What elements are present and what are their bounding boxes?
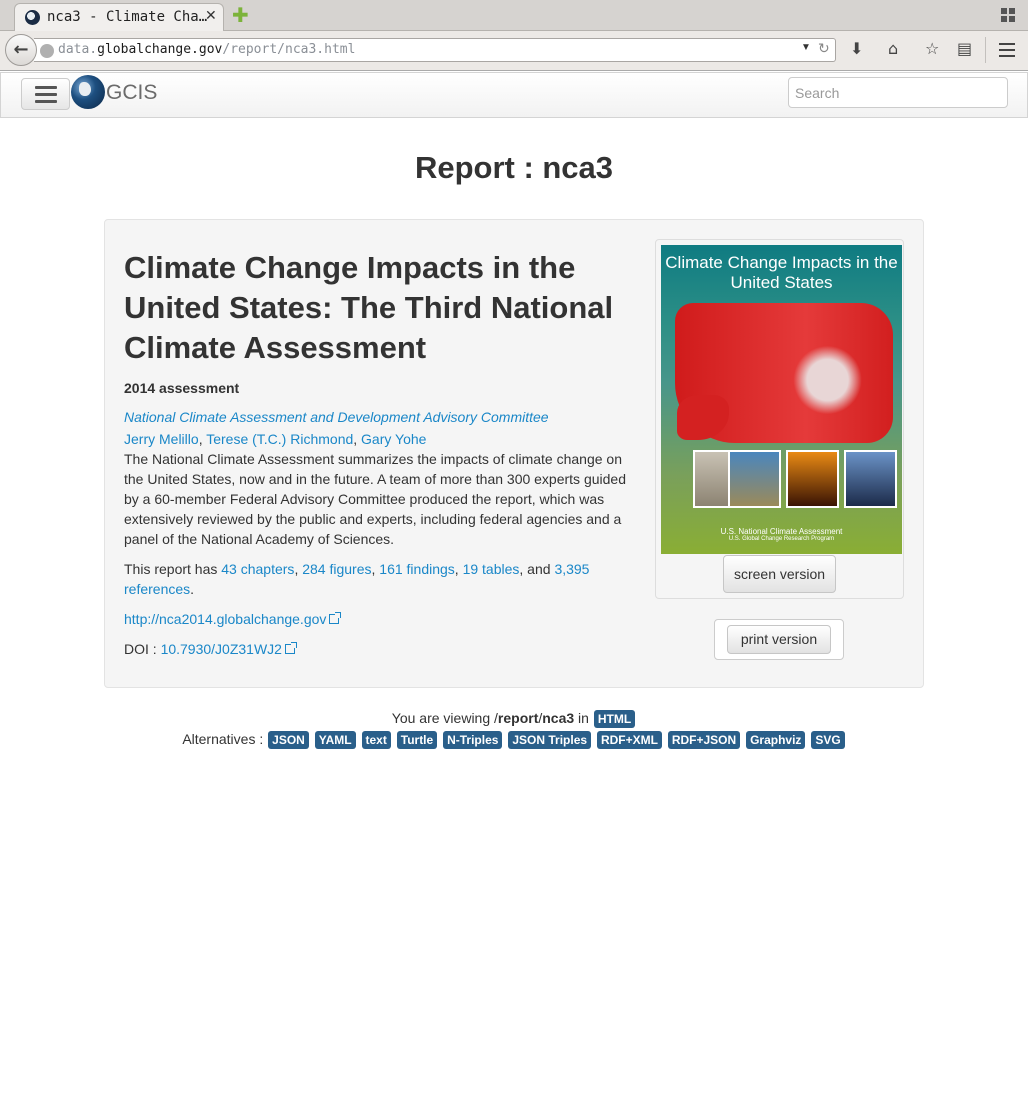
bookmark-star-icon[interactable]: ☆ [925,39,940,58]
toolbar-separator [985,37,986,63]
format-badge-svg[interactable]: SVG [811,731,845,749]
cover-photo-energy [728,450,781,508]
website-link[interactable]: http://nca2014.globalchange.gov [124,611,327,627]
doi-line: DOI : 10.7930/J0Z31WJ2 [124,639,644,659]
doi-link[interactable]: 10.7930/J0Z31WJ2 [160,641,282,657]
organization-link[interactable]: National Climate Assessment and Developm… [124,409,549,425]
cover-photo-solar [844,450,897,508]
format-badge-yaml[interactable]: YAML [314,731,356,749]
references-link[interactable]: 3,395 references [124,561,590,597]
site-logo-text[interactable]: GCIS [106,81,158,104]
screen-version-button[interactable]: screen version [723,555,836,593]
format-badge-turtle[interactable]: Turtle [396,731,438,749]
report-title: Climate Change Impacts in the United Sta… [124,250,614,365]
home-icon[interactable]: ⌂ [888,39,899,58]
report-cover-image[interactable]: Climate Change Impacts in the United Sta… [661,245,902,554]
browser-tab[interactable]: nca3 - Climate Cha… ✕ [14,3,224,31]
cover-thumbnail: Climate Change Impacts in the United Sta… [655,239,904,599]
format-badge-graphviz[interactable]: Graphviz [746,731,806,749]
report-summary: The National Climate Assessment summariz… [124,451,626,547]
author-link[interactable]: Terese (T.C.) Richmond [206,431,354,447]
close-tab-icon[interactable]: ✕ [205,8,217,24]
reload-icon[interactable]: ↻ [818,41,830,57]
external-link-icon [284,642,297,654]
format-badge-ntriples[interactable]: N-Triples [443,731,503,749]
site-navbar: GCIS [0,72,1028,118]
cover-footer: U.S. National Climate Assessment U.S. Glo… [720,527,843,542]
figures-link[interactable]: 284 figures [302,561,372,577]
website-line: http://nca2014.globalchange.gov [124,609,644,629]
new-tab-plus-icon[interactable]: ✚ [232,3,249,27]
author-link[interactable]: Gary Yohe [361,431,427,447]
assessment-label: 2014 assessment [124,380,240,396]
findings-link[interactable]: 161 findings [379,561,455,577]
report-counts: This report has 43 chapters, 284 figures… [124,561,590,597]
report-panel: Climate Change Impacts in the United Sta… [104,219,924,688]
url-history-dropdown-icon[interactable]: ▼ [801,42,811,53]
format-badge-current: HTML [593,710,636,728]
tab-title: nca3 - Climate Cha… [47,9,208,25]
authors-line: Jerry Melillo, Terese (T.C.) Richmond, G… [124,431,427,447]
url-bar[interactable]: data.globalchange.gov/report/nca3.html ▼… [34,38,836,62]
site-identity-icon[interactable] [40,44,54,58]
print-version-container: print version [714,619,844,660]
format-badge-rdf-xml[interactable]: RDF+XML [596,731,662,749]
external-link-icon [329,612,342,624]
format-badge-text[interactable]: text [361,731,391,749]
print-version-button[interactable]: print version [727,625,831,654]
viewing-line: You are viewing /report/nca3 in HTML [0,710,1028,728]
back-button[interactable]: ← [5,34,37,66]
tab-groups-icon[interactable] [1001,8,1015,22]
author-link[interactable]: Jerry Melillo [124,431,199,447]
cover-photo-wildfire [786,450,839,508]
browser-toolbar: data.globalchange.gov/report/nca3.html ▼… [0,31,1028,71]
format-badge-json-triples[interactable]: JSON Triples [508,731,592,749]
url-text[interactable]: data.globalchange.gov/report/nca3.html [58,42,356,57]
format-badge-json[interactable]: JSON [268,731,309,749]
format-badge-rdf-json[interactable]: RDF+JSON [667,731,741,749]
browser-tabstrip: nca3 - Climate Cha… ✕ ✚ [0,0,1028,31]
tables-link[interactable]: 19 tables [462,561,520,577]
chapters-link[interactable]: 43 chapters [221,561,295,577]
globe-favicon-icon [25,10,40,25]
search-input[interactable] [788,77,1008,108]
bookmarks-list-icon[interactable]: ▤ [957,39,973,58]
nav-menu-button[interactable] [21,78,70,110]
page-title: Report : nca3 [414,150,614,185]
browser-menu-icon[interactable] [999,43,1015,61]
gcis-globe-logo-icon[interactable] [71,75,105,109]
cover-title: Climate Change Impacts in the United Sta… [665,253,898,292]
download-icon[interactable]: ⬇ [850,39,864,58]
alternatives-line: Alternatives : JSON YAML text Turtle N-T… [0,731,1028,749]
